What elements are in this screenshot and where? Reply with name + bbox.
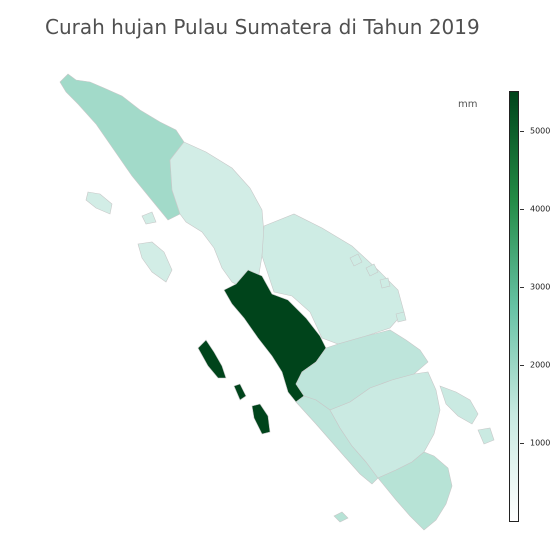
region-aceh[interactable]: Aceh	[59, 73, 185, 221]
colorbar-unit: mm	[458, 99, 478, 110]
colorbar	[509, 91, 519, 522]
region-riau[interactable]: Riau	[261, 213, 405, 345]
map-title: Curah hujan Pulau Sumatera di Tahun 2019	[45, 15, 480, 39]
region-bangka-belitung[interactable]: Kepulauan Bangka Belitung	[439, 385, 495, 445]
region-lampung-island[interactable]: Lampung	[333, 511, 349, 523]
region-lampung[interactable]: Lampung	[377, 451, 453, 531]
region-mentawai[interactable]: Sumatera Barat	[197, 339, 271, 435]
region-kepulauan-riau[interactable]: Kepulauan Riau	[349, 253, 407, 323]
region-sumatera-utara[interactable]: Sumatera Utara	[169, 141, 265, 291]
region-sumatera-utara-islands[interactable]: Sumatera Utara	[85, 191, 173, 283]
